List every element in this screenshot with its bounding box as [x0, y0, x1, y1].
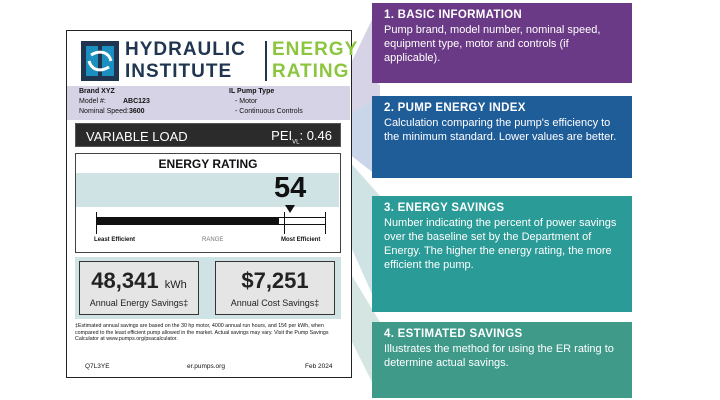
pei-subscript: VL	[292, 139, 300, 146]
cost-savings-label: Annual Cost Savings‡	[230, 298, 320, 308]
most-efficient-label: Most Efficient	[281, 237, 321, 243]
energy-rating-value: 54	[274, 172, 307, 204]
callout-energy-savings: 3. ENERGY SAVINGS Number indicating the …	[372, 196, 632, 312]
callout-title: 3. ENERGY SAVINGS	[384, 202, 505, 214]
rating-scale-fill	[97, 218, 280, 224]
cost-savings-box: $7,251 Annual Cost Savings‡	[215, 261, 335, 315]
rating-marker-icon	[285, 205, 295, 213]
pei-prefix: PEI	[271, 128, 293, 143]
energy-savings-number: 48,341	[91, 268, 159, 293]
scale-tick-left	[96, 212, 97, 234]
scale-tick-right	[325, 212, 326, 234]
callout-pump-energy-index: 2. PUMP ENERGY INDEX Calculation compari…	[372, 96, 632, 178]
cost-savings-value: $7,251	[241, 268, 309, 293]
logo-hydraulic-text: HYDRAULIC	[125, 39, 246, 60]
range-label: RANGE	[202, 237, 224, 243]
basic-info-block: Brand XYZ Model #: ABC123 Nominal Speed:…	[67, 86, 350, 120]
variable-load-bar: VARIABLE LOAD PEIVL: 0.46	[75, 123, 341, 147]
model-value: ABC123	[123, 98, 150, 105]
callout-title: 1. BASIC INFORMATION	[384, 9, 523, 21]
label-date: Feb 2024	[305, 363, 333, 370]
scale-tick-mid	[284, 212, 285, 234]
logo-energy-text: ENERGY	[272, 39, 359, 60]
logo-divider	[265, 41, 267, 81]
logo-institute-text: INSTITUTE	[125, 61, 233, 82]
label-url: er.pumps.org	[187, 363, 225, 370]
energy-rating-label: HYDRAULIC INSTITUTE ENERGY RATING Brand …	[66, 30, 357, 378]
model-label: Model #:	[79, 98, 106, 105]
energy-savings-unit: kWh	[164, 279, 187, 291]
rating-scale-bar	[96, 217, 326, 225]
variable-load-label: VARIABLE LOAD	[86, 129, 188, 144]
speed-label: Nominal Speed:	[79, 108, 129, 115]
pump-type-label: IL Pump Type	[229, 88, 275, 95]
pei-number: : 0.46	[299, 128, 332, 143]
callout-estimated-savings: 4. ESTIMATED SAVINGS Illustrates the met…	[372, 322, 632, 398]
savings-section: 48,341 kWh Annual Energy Savings‡ $7,251…	[75, 257, 341, 319]
callout-title: 4. ESTIMATED SAVINGS	[384, 328, 523, 340]
callout-body: Number indicating the percent of power s…	[384, 217, 617, 271]
energy-savings-label: Annual Energy Savings‡	[89, 298, 189, 308]
logo-rating-text: RATING	[272, 61, 350, 82]
callout-basic-information: 1. BASIC INFORMATION Pump brand, model n…	[372, 3, 632, 83]
least-efficient-label: Least Efficient	[94, 237, 136, 243]
rating-highlight-band	[76, 173, 339, 207]
callout-title: 2. PUMP ENERGY INDEX	[384, 102, 526, 114]
brand-text: Brand XYZ	[79, 88, 115, 95]
pump-type-controls: - Continuous Controls	[235, 108, 303, 115]
energy-savings-value: 48,341 kWh	[80, 268, 198, 294]
energy-rating-box: ENERGY RATING 54 Least Efficient RANGE M…	[75, 153, 341, 253]
pei-value: PEIVL: 0.46	[271, 128, 332, 146]
callout-body: Calculation comparing the pump's efficie…	[384, 117, 617, 143]
pump-type-motor: - Motor	[235, 98, 258, 105]
callout-body: Pump brand, model number, nominal speed,…	[384, 24, 601, 64]
footnote: ‡Estimated annual savings are based on t…	[75, 323, 329, 342]
speed-value: 3600	[129, 108, 145, 115]
hydraulic-institute-logo-icon	[81, 41, 119, 81]
energy-savings-box: 48,341 kWh Annual Energy Savings‡	[79, 261, 199, 315]
energy-rating-title: ENERGY RATING	[158, 157, 258, 171]
label-code: Q7L3YE	[85, 363, 110, 370]
callout-body: Illustrates the method for using the ER …	[384, 343, 614, 369]
